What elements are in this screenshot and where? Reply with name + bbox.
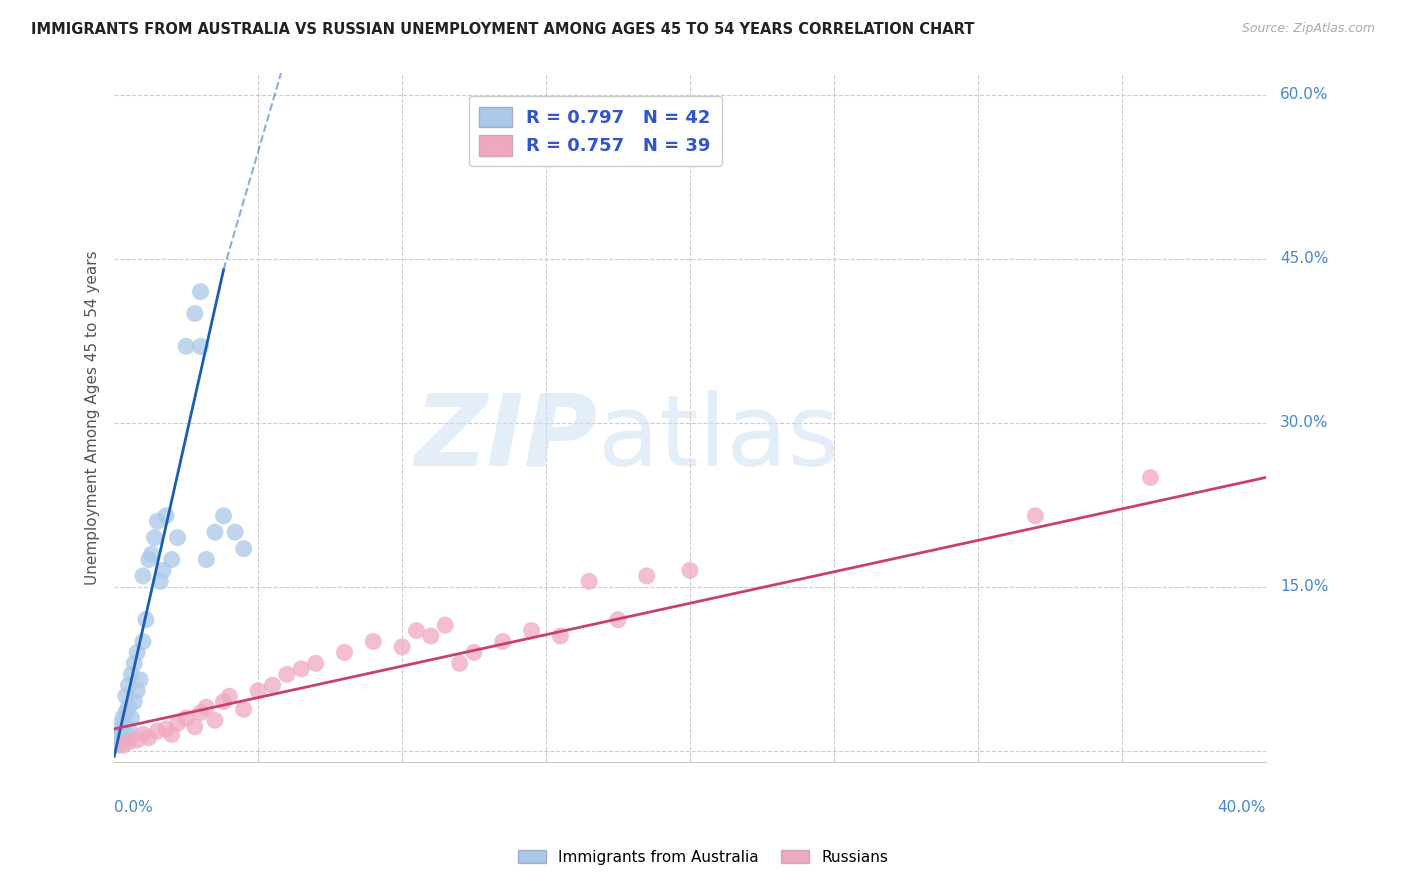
Point (108, 727, 131, 741)
Point (290, 662, 312, 676)
Point (117, 700, 139, 714)
Point (262, 678, 284, 692)
Point (212, 508, 235, 523)
Point (224, 525, 246, 540)
Point (111, 716, 134, 731)
Text: IMMIGRANTS FROM AUSTRALIA VS RUSSIAN UNEMPLOYMENT AMONG AGES 45 TO 54 YEARS CORR: IMMIGRANTS FROM AUSTRALIA VS RUSSIAN UNE… (31, 22, 974, 37)
Point (143, 531, 166, 545)
Point (333, 645, 356, 659)
Point (146, 514, 169, 528)
Point (212, 695, 235, 709)
Y-axis label: Unemployment Among Ages 45 to 54 years: Unemployment Among Ages 45 to 54 years (86, 250, 100, 584)
Point (155, 508, 177, 523)
Point (174, 711, 197, 725)
Text: ZIP: ZIP (415, 390, 598, 486)
Text: 0.0%: 0.0% (114, 799, 153, 814)
Point (152, 564, 174, 578)
Point (636, 569, 658, 583)
Point (114, 689, 136, 703)
Point (184, 720, 207, 734)
Point (111, 733, 134, 747)
Point (146, 724, 169, 739)
Point (391, 640, 413, 654)
Point (578, 574, 600, 589)
Point (132, 569, 155, 583)
Point (1139, 470, 1161, 484)
Point (135, 613, 157, 627)
Point (463, 645, 485, 659)
Point (127, 733, 149, 747)
Point (174, 339, 197, 353)
Point (190, 706, 212, 720)
Point (195, 552, 218, 566)
Point (132, 727, 155, 741)
Text: 30.0%: 30.0% (1279, 416, 1329, 430)
Point (1024, 508, 1046, 523)
Point (166, 531, 188, 545)
Point (160, 552, 183, 566)
Point (247, 683, 270, 698)
Point (111, 711, 134, 725)
Point (190, 285, 212, 299)
Point (361, 634, 384, 648)
Point (405, 624, 427, 638)
Point (120, 711, 142, 725)
Point (679, 564, 702, 578)
Point (114, 706, 136, 720)
Point (138, 731, 160, 745)
Legend: Immigrants from Australia, Russians: Immigrants from Australia, Russians (512, 844, 894, 871)
Point (160, 727, 183, 741)
Point (108, 735, 131, 749)
Text: 15.0%: 15.0% (1279, 579, 1329, 594)
Point (117, 735, 139, 749)
Point (166, 716, 188, 731)
Point (190, 339, 212, 353)
Point (449, 657, 471, 671)
Text: atlas: atlas (598, 390, 839, 486)
Point (305, 657, 328, 671)
Point (492, 634, 515, 648)
Point (129, 673, 152, 687)
Point (232, 541, 254, 556)
Point (419, 629, 441, 643)
Point (127, 683, 149, 698)
Point (276, 667, 298, 681)
Point (218, 689, 240, 703)
Point (204, 525, 226, 540)
Point (155, 722, 177, 736)
Point (232, 702, 254, 716)
Point (124, 695, 146, 709)
Text: 45.0%: 45.0% (1279, 252, 1329, 267)
Point (124, 657, 146, 671)
Point (434, 618, 457, 632)
Point (204, 713, 226, 727)
Point (117, 722, 139, 736)
Point (149, 574, 172, 589)
Point (111, 739, 134, 753)
Point (120, 667, 142, 681)
Point (132, 634, 155, 648)
Point (138, 552, 160, 566)
Point (141, 547, 163, 561)
Point (108, 722, 131, 736)
Point (550, 629, 572, 643)
Point (184, 306, 207, 320)
Point (117, 678, 139, 692)
Point (127, 645, 149, 659)
Point (520, 624, 543, 638)
Point (606, 613, 628, 627)
Point (114, 727, 136, 741)
Text: 40.0%: 40.0% (1218, 799, 1265, 814)
Point (105, 733, 128, 747)
Text: Source: ZipAtlas.com: Source: ZipAtlas.com (1241, 22, 1375, 36)
Text: 60.0%: 60.0% (1279, 87, 1329, 103)
Point (195, 700, 218, 714)
Point (105, 739, 128, 753)
Legend: R = 0.797   N = 42, R = 0.757   N = 39: R = 0.797 N = 42, R = 0.757 N = 39 (468, 95, 721, 167)
